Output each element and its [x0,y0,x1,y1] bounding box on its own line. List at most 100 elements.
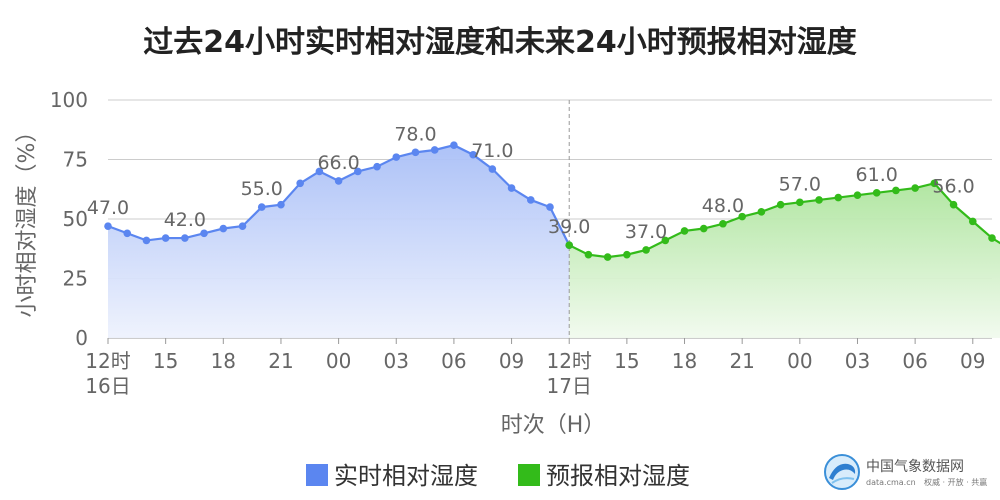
data-point [277,200,285,209]
x-tick-label: 03 [384,349,409,373]
data-label: 39.0 [548,216,590,238]
data-point [219,224,228,233]
x-axis-title: 时次（H） [501,413,606,438]
series-area [108,145,570,338]
data-point [699,224,708,233]
data-label: 47.0 [87,197,129,219]
data-point [565,241,574,249]
x-tick-label: 00 [326,349,351,373]
data-point [123,229,132,238]
data-point [334,177,343,185]
data-point [949,200,958,209]
x-tick-label: 00 [787,349,812,373]
data-point [988,234,996,242]
data-label: 66.0 [317,152,359,174]
data-point [584,250,593,259]
data-point [642,246,650,254]
data-point [603,253,612,261]
data-point [200,229,208,238]
data-point [392,153,401,161]
data-point [776,200,785,209]
x-tick-label: 06 [441,349,466,373]
legend: 实时相对湿度 预报相对湿度 [306,462,690,490]
cma-watermark: 中国气象数据网 data.cma.cn 权威 · 开放 · 共赢 [824,454,987,490]
data-point [796,198,804,207]
data-point [892,186,900,195]
data-point [469,150,477,159]
x-tick-sublabel: 17日 [546,374,591,398]
y-tick-label: 25 [63,267,88,291]
data-point [968,217,977,226]
data-point [430,146,439,154]
data-label: 57.0 [779,173,821,195]
x-tick-label: 09 [499,349,524,373]
watermark-url: data.cma.cn [866,478,916,487]
legend-swatch [518,464,540,486]
watermark-tagline: 权威 · 开放 · 共赢 [924,477,987,487]
x-tick-label: 09 [960,349,985,373]
y-axis-ticks: 0 25 50 75 100 [50,88,88,350]
data-point [354,167,362,176]
data-point [872,189,881,197]
x-tick-label: 12时 [546,349,591,373]
data-point [450,141,458,150]
x-tick-label: 03 [845,349,870,373]
data-label: 71.0 [471,140,513,162]
watermark-name: 中国气象数据网 [866,459,964,475]
data-label: 56.0 [932,176,974,198]
data-label: 37.0 [625,221,667,243]
data-label: 48.0 [702,195,744,217]
data-label: 42.0 [164,209,206,231]
y-tick-label: 0 [75,326,88,350]
data-point [680,227,689,235]
data-label: 61.0 [856,164,898,186]
data-point [526,196,535,204]
x-tick-label: 21 [268,349,293,373]
data-point [930,179,939,188]
y-axis-title: 小时相对湿度（%） [15,121,40,318]
data-point [546,203,554,211]
y-tick-label: 50 [63,207,88,231]
data-point [238,222,247,230]
data-point [373,162,381,171]
data-point [488,165,497,173]
x-tick-label: 15 [153,349,178,373]
data-point [661,236,670,245]
data-point [757,208,766,216]
data-labels: 47.0 42.0 55.0 66.0 78.0 71.0 39.0 37.0 48.0 57.0… [87,123,975,243]
x-tick-sublabel: 16日 [85,374,130,398]
data-point [853,191,862,199]
cma-logo-icon [824,454,860,490]
data-point [257,203,266,211]
x-tick-label: 18 [672,349,697,373]
data-point [738,212,746,221]
chart-title: 过去24小时实时相对湿度和未来24小时预报相对湿度 [143,25,857,60]
data-point [719,219,727,228]
y-tick-label: 100 [50,88,88,112]
data-point [315,167,324,176]
legend-label: 实时相对湿度 [334,462,478,490]
legend-label: 预报相对湿度 [546,462,690,490]
data-point [834,193,843,202]
data-point [411,148,420,157]
data-point [507,184,516,192]
data-points [104,141,996,261]
x-tick-label: 15 [614,349,639,373]
series-area [569,183,1000,338]
x-tick-label: 21 [729,349,754,373]
data-point [911,184,919,192]
data-point [623,250,631,259]
series-areas [108,145,1000,338]
data-label: 55.0 [241,178,283,200]
y-tick-label: 75 [63,148,88,172]
data-point [104,222,112,230]
data-point [161,234,170,242]
data-point [296,179,304,188]
x-tick-label: 18 [211,349,236,373]
data-point [181,234,189,242]
data-point [142,236,151,245]
x-tick-label: 06 [902,349,927,373]
data-point [815,196,823,204]
